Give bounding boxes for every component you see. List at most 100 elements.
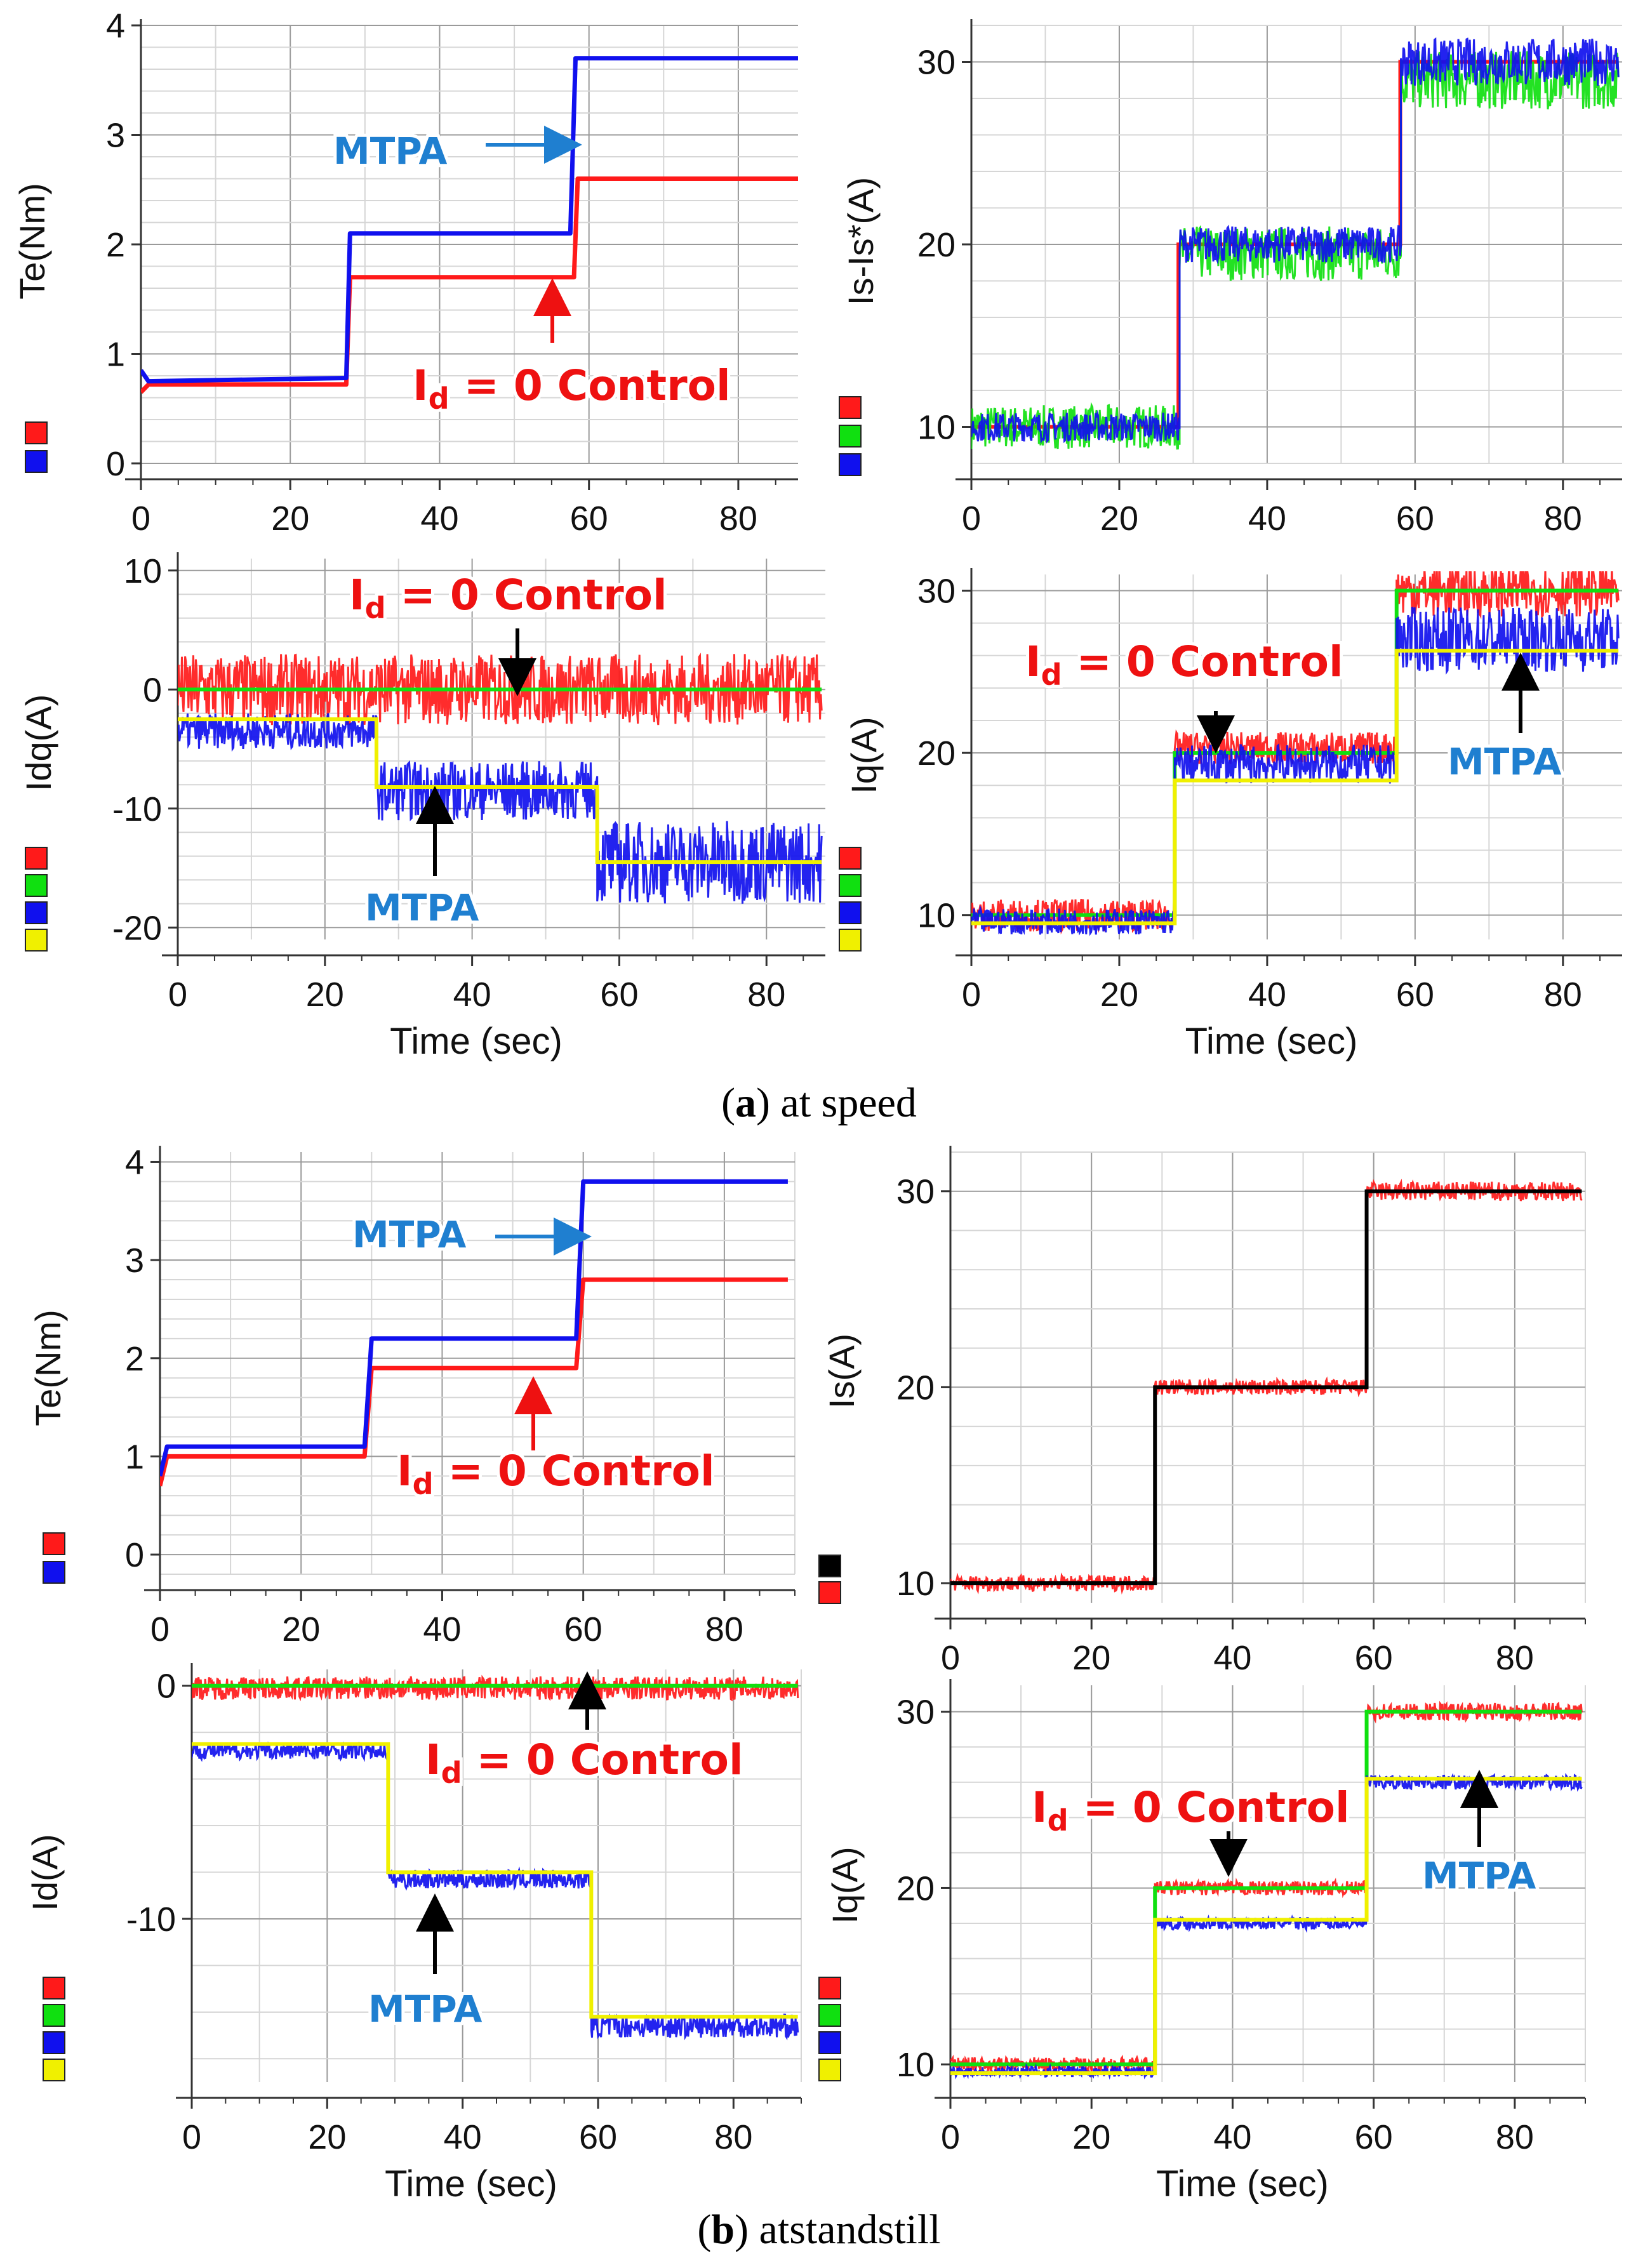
y-tick-label: 10 — [896, 1565, 935, 1603]
y-tick-label: 0 — [157, 1668, 176, 1706]
x-tick-label: 60 — [600, 976, 638, 1014]
annotation-sub: d — [413, 1467, 434, 1501]
annotation-rest: = 0 Control — [449, 361, 731, 410]
legend-green-swatch — [25, 874, 48, 897]
x-tick-label: 80 — [747, 976, 785, 1014]
x-tick-label: 40 — [444, 2118, 482, 2156]
annotation-rest: = 0 Control — [434, 1447, 715, 1495]
chart-b_te: 0 20 40 60 80 0 1 2 3 4 Te(Nm) MTPA Id = 0 Control — [28, 1143, 796, 1648]
series-yellow-ref — [178, 717, 822, 865]
legend-yellow-swatch — [818, 2059, 841, 2081]
series-group — [192, 1674, 799, 2041]
x-tick-label: 0 — [962, 976, 981, 1014]
x-tick-label: 80 — [714, 2118, 752, 2156]
annotation-i: I — [397, 1447, 413, 1495]
chart-b_id: 0 20 40 60 80 -10 0 Id(A) Time (sec) Id = 0 Contr… — [25, 1663, 802, 2205]
y-axis-label: Iq(A) — [844, 717, 884, 793]
x-tick-label: 0 — [182, 2118, 201, 2156]
x-tick-label: 40 — [1213, 2118, 1251, 2156]
series-yellow-ref — [192, 1742, 798, 2019]
legend-blue-swatch — [25, 450, 48, 473]
annotation-label: MTPA — [333, 129, 447, 173]
x-tick-label: 60 — [1355, 2118, 1393, 2156]
series-group — [141, 56, 798, 394]
chart-b_is: 0 20 40 60 80 10 20 30 Is(A) — [818, 1146, 1586, 1677]
legend-green-swatch — [818, 2004, 841, 2027]
x-tick-label: 40 — [453, 976, 491, 1014]
annotation-rest: = 0 Control — [1069, 1783, 1350, 1832]
series-black-ref — [950, 1189, 1582, 1586]
caption-a-text: at speed — [770, 1080, 917, 1126]
annotation-i: I — [413, 361, 429, 410]
x-tick-label: 60 — [1396, 500, 1434, 538]
annotation-label: Id = 0 Control — [1025, 637, 1343, 692]
chart-b_iq: 0 20 40 60 80 10 20 30 Iq(A) Time (sec) Id = 0 Con… — [818, 1679, 1586, 2205]
x-tick-label: 0 — [962, 500, 981, 538]
y-tick-label: -20 — [112, 909, 162, 947]
x-tick-label: 20 — [1072, 2118, 1110, 2156]
y-tick-label: 0 — [143, 671, 162, 709]
y-tick-label: 3 — [106, 117, 125, 155]
x-tick-label: 60 — [564, 1610, 603, 1648]
annotation-label: MTPA — [365, 886, 479, 929]
x-tick-label: 40 — [420, 500, 458, 538]
y-tick-label: 30 — [896, 1694, 935, 1732]
annotation-label: MTPA — [368, 1987, 482, 2031]
series-yellow-ref — [950, 1777, 1582, 2076]
legend-yellow-swatch — [25, 929, 48, 952]
y-tick-label: 10 — [896, 2046, 935, 2084]
y-axis-label: Te(Nm) — [12, 183, 52, 300]
y-tick-label: 3 — [125, 1242, 144, 1280]
chart-a_idq: 0 20 40 60 80 -20 -10 0 10 Idq(A) Time (sec) Id = 0… — [18, 552, 825, 1062]
x-tick-label: 80 — [1496, 2118, 1534, 2156]
chart-a_iq: 0 20 40 60 80 10 20 30 Iq(A) Time (sec) Id = 0 Con… — [839, 568, 1622, 1062]
x-axis-label: Time (sec) — [390, 1021, 563, 1062]
y-axis-label: Id(A) — [25, 1834, 65, 1911]
x-tick-label: 20 — [1100, 976, 1138, 1014]
y-tick-label: -10 — [112, 790, 162, 828]
legend-red-swatch — [25, 847, 48, 870]
x-tick-label: 60 — [1355, 1639, 1393, 1677]
x-tick-label: 60 — [570, 500, 608, 538]
series-group — [971, 37, 1620, 450]
annotation-label: Id = 0 Control — [425, 1735, 743, 1790]
x-tick-label: 20 — [271, 500, 309, 538]
series-blue-noise — [971, 37, 1620, 444]
series-blue-noise — [192, 1741, 799, 2041]
y-tick-label: -10 — [126, 1900, 176, 1939]
legend-blue-swatch — [43, 1561, 65, 1584]
annotation-i: I — [349, 571, 365, 620]
caption-b-text: atstandstill — [749, 2206, 941, 2253]
x-axis-label: Time (sec) — [1185, 1021, 1358, 1062]
annotation-label: MTPA — [1422, 1854, 1536, 1897]
legend-red-swatch — [818, 1977, 841, 1999]
y-tick-label: 20 — [917, 226, 956, 264]
legend-red-swatch — [25, 421, 48, 444]
x-tick-label: 80 — [1544, 976, 1582, 1014]
annotation-sub: d — [429, 381, 449, 416]
x-tick-label: 60 — [1396, 976, 1434, 1014]
legend-green-swatch — [839, 874, 862, 897]
y-tick-label: 20 — [917, 734, 956, 773]
annotation-label: Id = 0 Control — [349, 571, 667, 625]
legend-red-swatch — [818, 1581, 841, 1604]
y-axis-label: Te(Nm) — [28, 1310, 68, 1426]
legend-red-swatch — [839, 396, 862, 419]
x-tick-label: 40 — [1248, 500, 1286, 538]
caption-a-letter: a — [735, 1080, 757, 1126]
y-axis-label: Idq(A) — [18, 694, 58, 792]
y-tick-label: 4 — [125, 1143, 144, 1181]
legend-blue-swatch — [839, 901, 862, 924]
series-group — [160, 1179, 788, 1487]
annotation-rest: = 0 Control — [1062, 637, 1343, 686]
y-tick-label: 30 — [917, 44, 956, 82]
x-tick-label: 20 — [1072, 1639, 1110, 1677]
annotation-label: Id = 0 Control — [1032, 1783, 1350, 1838]
x-tick-label: 40 — [1248, 976, 1286, 1014]
series-yellow-ref — [971, 649, 1619, 925]
y-axis-label: Iq(A) — [825, 1847, 865, 1923]
series-group — [178, 653, 823, 904]
legend-yellow-swatch — [43, 2059, 65, 2081]
y-tick-label: 1 — [125, 1438, 144, 1476]
x-axis-label: Time (sec) — [1156, 2163, 1329, 2205]
